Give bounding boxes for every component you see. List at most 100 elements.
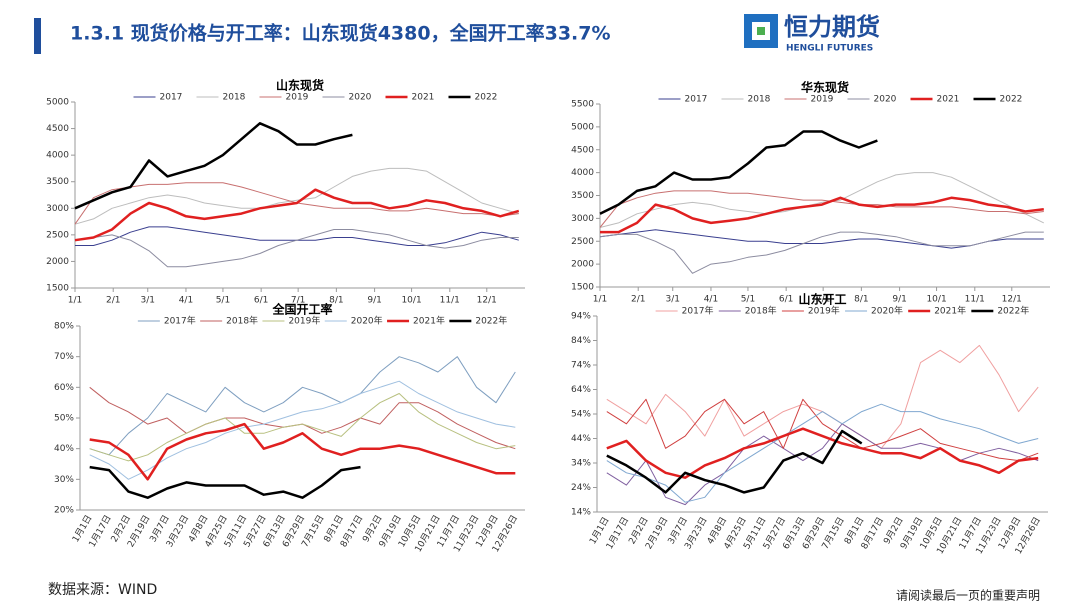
series-line <box>89 393 516 462</box>
chart: 华东现货 1500 2000 2500 3000 3500 4000 4500 5000 5500… <box>571 80 1050 305</box>
x-tick-label: 5/1 <box>216 296 230 306</box>
y-tick-label: 2500 <box>46 230 69 240</box>
series-line <box>606 427 1039 479</box>
x-tick-label: 12/1 <box>1002 295 1022 305</box>
y-tick-label: 4000 <box>46 151 69 161</box>
chart-title: 山东开工 <box>798 292 846 307</box>
y-tick-label: 50% <box>54 414 74 424</box>
y-tick-label: 4500 <box>571 145 594 155</box>
x-tick-label: 4/1 <box>179 296 193 306</box>
legend-label: 2021 <box>412 93 435 103</box>
legend-label: 2022年 <box>475 315 507 327</box>
legend-label: 2017年 <box>164 315 196 327</box>
x-tick-label: 10/1 <box>926 295 946 305</box>
y-tick-label: 44% <box>571 434 591 444</box>
legend-label: 2019年 <box>808 305 840 317</box>
logo-en: HENGLI FUTURES <box>786 44 873 54</box>
y-tick-label: 1500 <box>46 284 69 294</box>
y-tick-label: 64% <box>571 385 591 395</box>
y-tick-label: 84% <box>571 336 591 346</box>
x-tick-label: 1/1 <box>593 295 607 305</box>
x-tick-label: 8/1 <box>329 296 343 306</box>
chart: 山东现货 1500 2000 2500 3000 3500 4000 4500 5000 1/1 2… <box>46 78 525 306</box>
legend-label: 2021年 <box>413 315 445 327</box>
y-tick-label: 2500 <box>571 237 594 247</box>
legend-label: 2020 <box>349 93 372 103</box>
legend-label: 2020年 <box>871 305 903 317</box>
x-tick-label: 1/1 <box>68 296 82 306</box>
series-line <box>599 231 1044 274</box>
y-tick-label: 60% <box>54 383 74 393</box>
y-tick-label: 3000 <box>571 214 594 224</box>
series-line <box>74 167 519 225</box>
x-tick-label: 4/1 <box>704 295 718 305</box>
x-tick-label: 7/1 <box>816 295 830 305</box>
series-line <box>606 423 1039 506</box>
series-line <box>89 386 516 450</box>
y-tick-label: 5500 <box>571 100 594 110</box>
series-line <box>600 196 1044 234</box>
legend-label: 2019年 <box>288 315 320 327</box>
chart: 全国开工率20%30%40%50%60%70%80%1月1日1月17日2月2日2… <box>54 302 525 554</box>
series-line <box>606 429 863 494</box>
series-line <box>89 465 361 499</box>
series-line <box>599 172 1045 228</box>
series-line <box>89 380 516 480</box>
series-line <box>599 130 878 215</box>
series-line <box>599 229 1044 249</box>
x-tick-label: 9/1 <box>892 295 906 305</box>
y-tick-label: 40% <box>54 444 74 454</box>
y-tick-label: 3000 <box>46 204 69 214</box>
y-tick-label: 24% <box>571 483 591 493</box>
series-line <box>606 403 1039 503</box>
logo: 恒力期货 HENGLI FUTURES <box>744 13 880 54</box>
y-tick-label: 94% <box>571 312 591 322</box>
legend-label: 2022 <box>475 93 498 103</box>
chart-title: 山东现货 <box>276 78 324 93</box>
x-tick-label: 3/1 <box>140 296 154 306</box>
series-line <box>89 356 516 456</box>
series-line <box>74 188 520 242</box>
legend-label: 2022 <box>1000 95 1023 105</box>
x-tick-label: 12/1 <box>477 296 497 306</box>
y-tick-label: 3500 <box>46 177 69 187</box>
x-tick-label: 10/1 <box>401 296 421 306</box>
x-tick-label: 9/1 <box>367 296 381 306</box>
legend-label: 2018 <box>748 95 771 105</box>
y-tick-label: 2000 <box>46 257 69 267</box>
legend-label: 2021 <box>937 95 960 105</box>
x-tick-label: 5/1 <box>741 295 755 305</box>
x-tick-label: 8/1 <box>854 295 868 305</box>
series-line <box>74 229 519 268</box>
y-tick-label: 1500 <box>571 283 594 293</box>
y-tick-label: 2000 <box>571 260 594 270</box>
x-tick-label: 6/1 <box>779 295 793 305</box>
legend-label: 2018年 <box>226 315 258 327</box>
y-tick-label: 54% <box>571 410 591 420</box>
logo-icon-core <box>757 27 765 35</box>
legend-label: 2022年 <box>997 305 1029 317</box>
series-line <box>75 226 519 246</box>
series-line <box>606 398 1039 462</box>
legend-label: 2017 <box>685 95 708 105</box>
x-tick-label: 6/1 <box>254 296 268 306</box>
series-line <box>89 422 516 481</box>
y-tick-label: 5000 <box>46 98 69 108</box>
series-line <box>606 344 1039 449</box>
legend-label: 2019 <box>286 93 309 103</box>
chart-title: 全国开工率 <box>271 302 332 317</box>
chart-title: 华东现货 <box>801 80 849 95</box>
y-tick-label: 30% <box>54 475 74 485</box>
logo-cn: 恒力期货 <box>784 13 880 41</box>
x-tick-label: 11/1 <box>965 295 985 305</box>
notice: 请阅读最后一页的重要声明 <box>896 588 1040 603</box>
legend-label: 2018年 <box>745 305 777 317</box>
legend-label: 2017年 <box>682 305 714 317</box>
y-tick-label: 74% <box>571 361 591 371</box>
chart: 山东开工14%24%34%44%54%64%74%84%94%1月1日1月17日… <box>571 292 1048 556</box>
legend-label: 2017 <box>160 93 183 103</box>
header-bar <box>34 18 41 54</box>
y-tick-label: 34% <box>571 459 591 469</box>
x-tick-label: 11/1 <box>440 296 460 306</box>
